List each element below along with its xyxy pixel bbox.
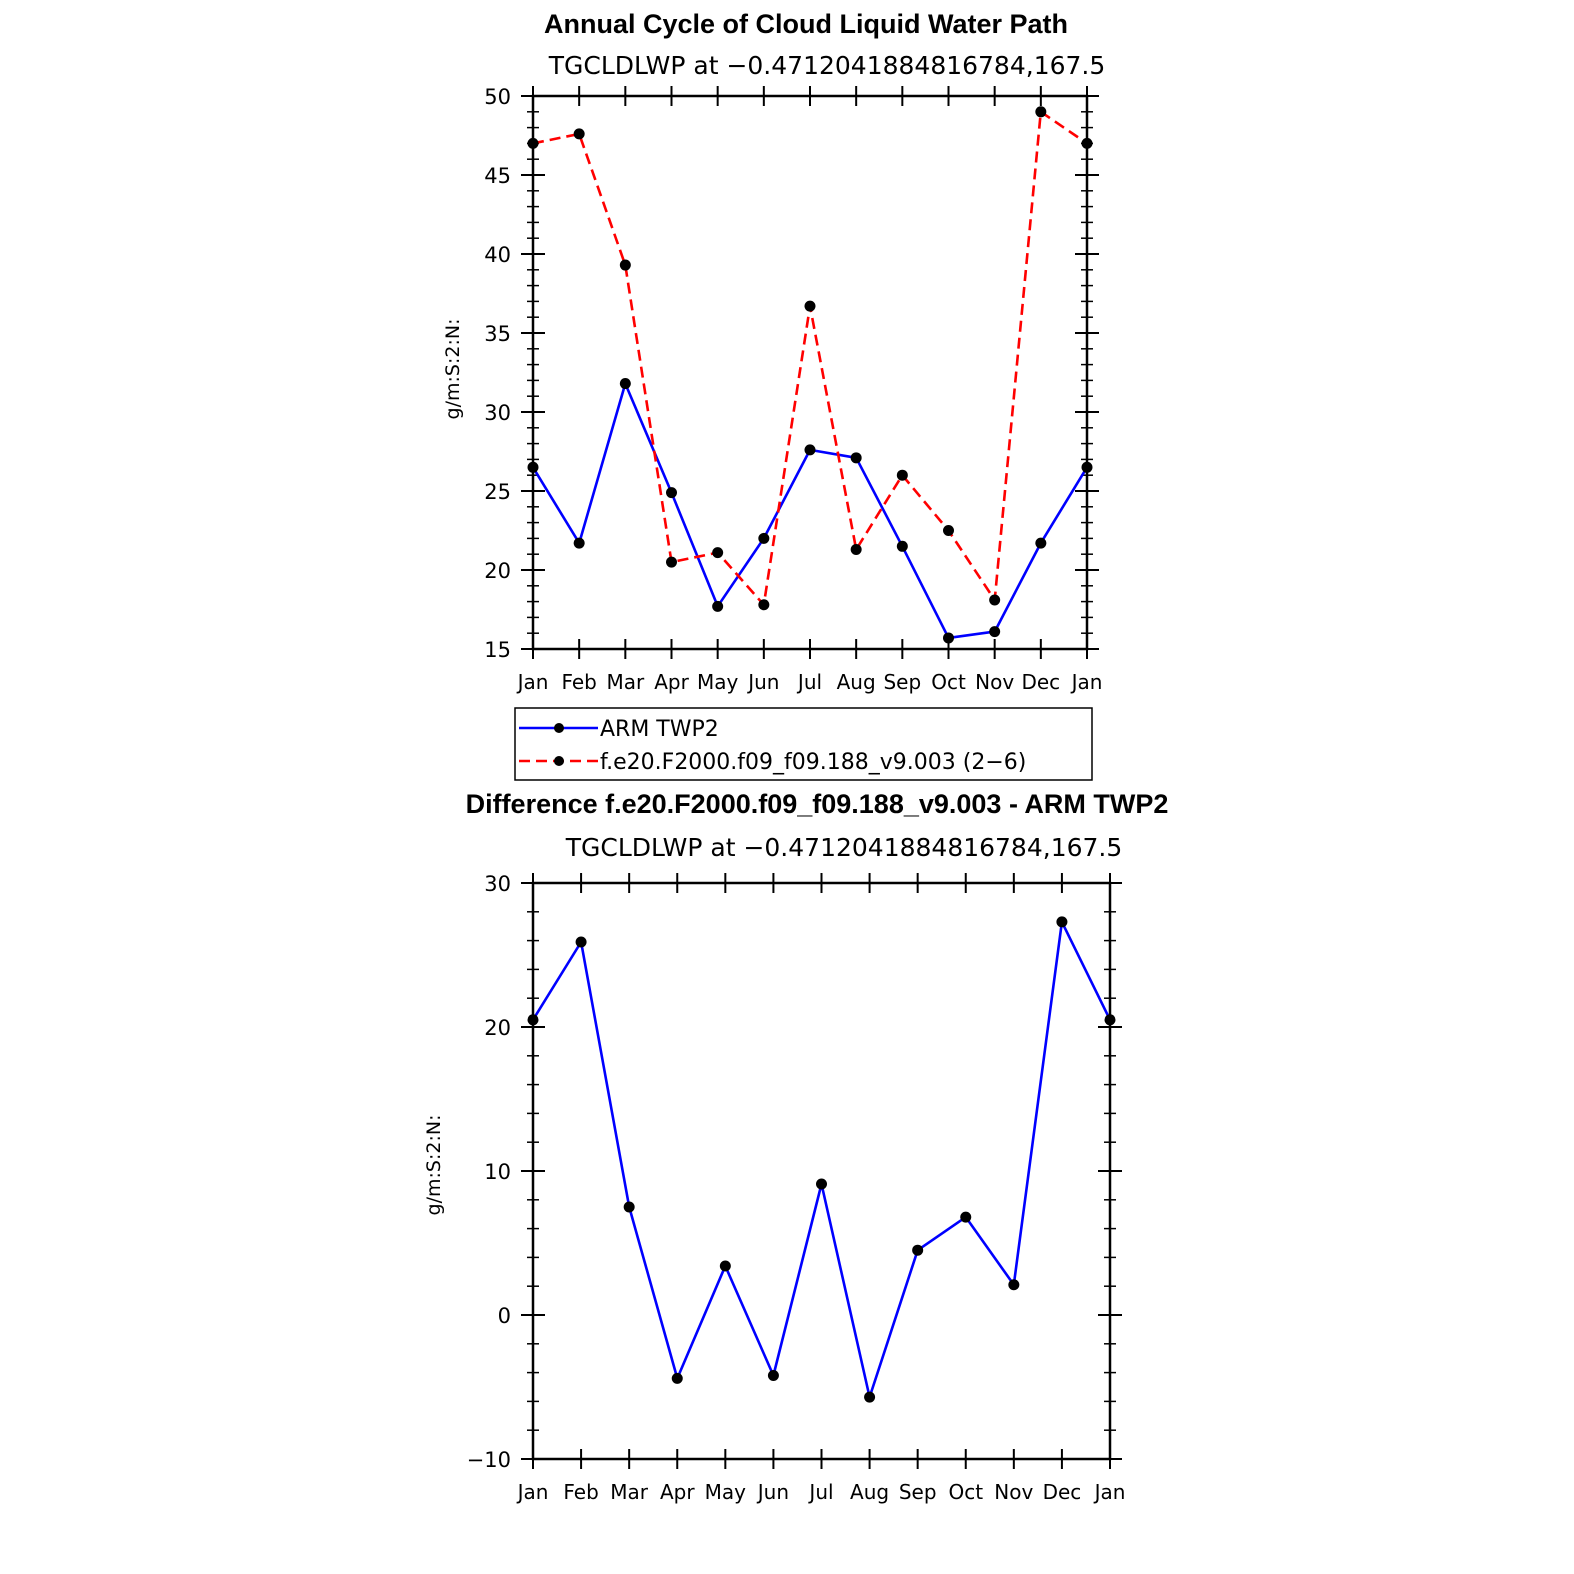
legend-item-model: f.e20.F2000.f09_f09.188_v9.003 (2−6) [519,750,1026,775]
bottom-x-tick-label: Oct [948,1480,983,1504]
top-x-tick-label: Dec [1021,670,1060,694]
legend-box [514,707,1093,781]
bottom-series-0-point [912,1244,924,1256]
bottom-series-0-point [1008,1279,1020,1291]
top-series-1-point [896,469,908,481]
top-series-1-point [527,137,539,149]
bottom-series-0-point [864,1391,876,1403]
top-series-0-point [666,487,677,499]
top-chart-series [527,106,1093,644]
top-series-1-point [573,128,585,140]
bottom-series-0-point [575,936,587,948]
top-y-tick-label: 30 [484,401,511,425]
top-series-0-point [896,540,908,552]
bottom-x-tick-label: May [705,1480,747,1504]
top-series-1-point [619,259,631,271]
top-y-tick-label: 45 [484,164,511,188]
top-series-0-point [989,626,1001,638]
top-series-0-point [619,378,631,390]
top-chart-ylabel: g/m:S:2:N: [442,319,464,420]
top-x-tick-label: Jul [796,670,822,694]
bottom-x-tick-label: Apr [660,1480,695,1504]
bottom-chart-axes: Jan Feb Mar Apr May Jun Jul Aug Sep Oct Nov Dec Jan−… [467,872,1126,1504]
bottom-x-tick-label: Dec [1043,1480,1082,1504]
bottom-y-tick-label: 0 [498,1304,511,1328]
top-y-tick-label: 40 [484,243,511,267]
bottom-x-tick-label: Sep [899,1480,937,1504]
bottom-y-tick-label: −10 [467,1448,511,1472]
bottom-chart-title: Difference f.e20.F2000.f09_f09.188_v9.00… [466,789,1169,819]
top-series-0-point [1035,537,1047,549]
top-series-0-point [804,444,816,456]
legend-marker-arm [554,723,564,733]
legend-label-model: f.e20.F2000.f09_f09.188_v9.003 (2−6) [600,750,1026,775]
top-series-1-point [1081,137,1093,149]
bottom-x-tick-label: Feb [563,1480,598,1504]
bottom-series-0-point [623,1201,635,1213]
legend-marker-model [554,756,564,766]
bottom-y-tick-label: 10 [484,1160,511,1184]
bottom-series-0-point [1056,916,1068,928]
top-y-tick-label: 20 [484,559,511,583]
top-series-1-point [712,547,724,559]
top-series-0-point [758,532,770,544]
legend-label-arm: ARM TWP2 [600,717,719,742]
bottom-y-tick-label: 30 [484,872,511,896]
top-series-1-point [989,594,1001,606]
top-chart: Annual Cycle of Cloud Liquid Water Path … [442,9,1106,781]
bottom-x-tick-label: Jul [807,1480,833,1504]
bottom-x-tick-label: Jan [1093,1480,1126,1504]
top-x-tick-label: Mar [606,670,645,694]
legend-item-arm: ARM TWP2 [519,717,719,742]
top-x-tick-label: Jan [1070,670,1103,694]
top-x-tick-label: Jan [516,670,549,694]
bottom-x-tick-label: Nov [994,1480,1033,1504]
bottom-series-0-point [1104,1014,1116,1026]
bottom-x-tick-label: Mar [610,1480,649,1504]
top-series-0-point [573,537,585,549]
bottom-chart-subtitle: TGCLDLWP at −0.4712041884816784,167.5 [565,833,1123,862]
top-y-tick-label: 35 [484,322,511,346]
bottom-chart-ylabel: g/m:S:2:N: [423,1115,445,1216]
top-series-1-point [850,543,862,555]
top-x-tick-label: Oct [931,670,966,694]
bottom-series-0-point [719,1260,731,1272]
top-chart-subtitle: TGCLDLWP at −0.4712041884816784,167.5 [548,51,1106,80]
top-y-tick-label: 25 [484,480,511,504]
top-series-0-point [527,461,539,473]
top-series-1-point [1035,106,1047,118]
bottom-series-0-point [767,1369,779,1381]
bottom-series-0-point [671,1372,683,1384]
top-x-tick-label: Apr [654,670,689,694]
top-x-tick-label: Nov [975,670,1014,694]
top-y-tick-label: 50 [484,85,511,109]
top-series-0-point [943,632,954,644]
bottom-x-tick-label: Jun [756,1480,789,1504]
top-chart-title: Annual Cycle of Cloud Liquid Water Path [544,9,1068,39]
top-x-tick-label: Aug [837,670,876,694]
bottom-chart: Difference f.e20.F2000.f09_f09.188_v9.00… [423,789,1168,1504]
top-x-tick-label: May [697,670,739,694]
top-series-0-point [712,600,724,612]
top-series-0-point [1081,461,1093,473]
top-y-tick-label: 15 [484,638,511,662]
bottom-x-tick-label: Aug [850,1480,889,1504]
bottom-y-tick-label: 20 [484,1016,511,1040]
bottom-chart-series [527,916,1116,1403]
bottom-series-0-point [527,1014,539,1026]
top-x-tick-label: Jun [746,670,779,694]
bottom-x-tick-label: Jan [516,1480,549,1504]
top-series-1-point [758,599,770,611]
top-series-0-point [850,452,862,464]
bottom-series-0-point [960,1211,972,1223]
bottom-series-0-point [816,1178,827,1190]
top-series-1-point [943,525,954,536]
top-series-1-point [804,300,816,312]
top-series-1-point [666,556,677,568]
top-x-tick-label: Sep [883,670,921,694]
top-x-tick-label: Feb [561,670,596,694]
top-chart-axes: Jan Feb Mar Apr May Jun Jul Aug Sep Oct Nov Dec Jan1… [484,85,1102,694]
legend: ARM TWP2 f.e20.F2000.f09_f09.188_v9.003 … [514,707,1093,781]
